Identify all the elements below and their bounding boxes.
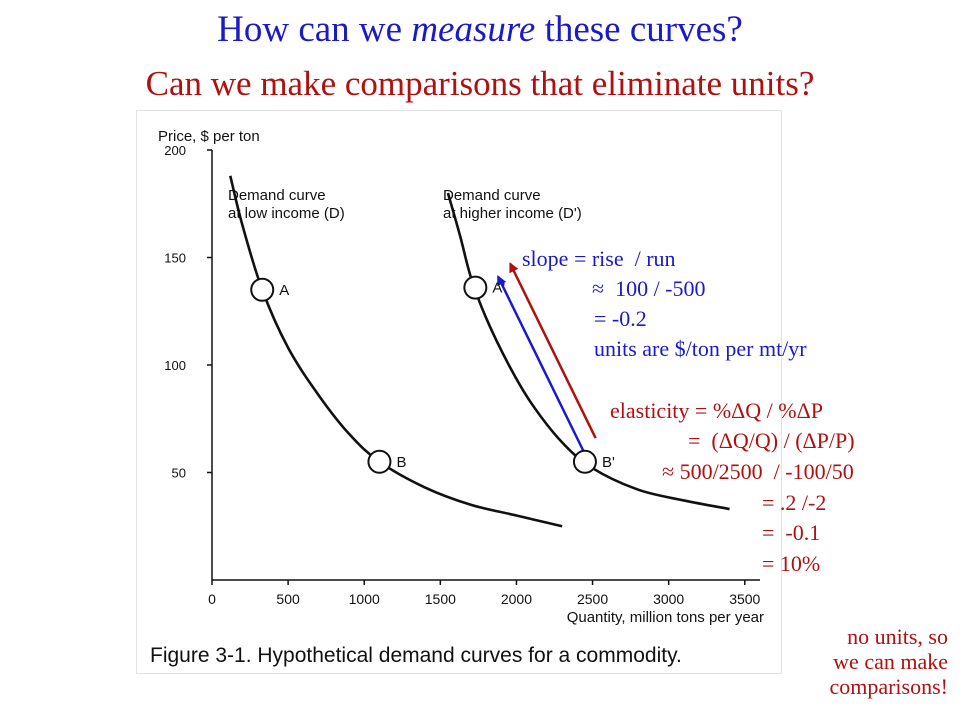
elasticity-line-6: = 10% <box>762 551 821 576</box>
curve-label: Demand curve <box>443 187 541 204</box>
slide-title: How can we measure these curves? <box>0 8 960 51</box>
curve-label: at higher income (D') <box>443 205 582 222</box>
slope-line-2: ≈ 100 / -500 <box>592 276 706 301</box>
curve-label: Demand curve <box>228 187 326 204</box>
y-tick-label: 200 <box>164 143 186 158</box>
point-a-prime <box>463 275 488 300</box>
x-tick-label: 500 <box>276 591 300 607</box>
point-label: B' <box>602 454 615 471</box>
red-arrow <box>509 262 597 439</box>
point-a <box>250 277 275 302</box>
demand-curve-higher-income <box>446 192 730 511</box>
slide-subtitle: Can we make comparisons that eliminate u… <box>145 64 815 103</box>
x-tick-label: 3500 <box>729 591 760 607</box>
conclusion-note: no units, so we can make comparisons! <box>829 624 948 699</box>
x-tick-label: 1000 <box>349 591 380 607</box>
note-line-1: no units, so <box>847 624 948 649</box>
figure-caption: Figure 3-1. Hypothetical demand curves f… <box>150 644 682 667</box>
title-lead: How can we <box>217 9 412 50</box>
slope-line-4: units are $/ton per mt/yr <box>594 336 807 361</box>
y-tick-label: 150 <box>164 251 186 266</box>
curve-label: at low income (D) <box>228 205 345 222</box>
slope-line-1: slope = rise / run <box>522 246 676 271</box>
elasticity-line-3: ≈ 500/2500 / -100/50 <box>662 459 854 484</box>
point-b <box>367 449 392 474</box>
x-tick-label: 2000 <box>501 591 532 607</box>
x-axis-label: Quantity, million tons per year <box>567 609 764 626</box>
elasticity-line-5: = -0.1 <box>762 520 821 545</box>
point-label: A <box>279 282 289 299</box>
elasticity-line-1: elasticity = %ΔQ / %ΔP <box>610 398 824 423</box>
note-line-3: comparisons! <box>829 674 948 699</box>
elasticity-line-2: = (ΔQ/Q) / (ΔP/P) <box>688 428 855 453</box>
y-axis-label: Price, $ per ton <box>158 128 260 145</box>
x-tick-label: 0 <box>208 591 216 607</box>
title-tail: these curves? <box>535 9 743 50</box>
blue-arrow <box>497 275 585 452</box>
point-label: B <box>396 454 406 471</box>
elasticity-line-4: = .2 /-2 <box>762 490 827 515</box>
y-tick-label: 100 <box>164 358 186 373</box>
title-emphasis: measure <box>411 9 536 50</box>
x-tick-label: 1500 <box>425 591 456 607</box>
point-b-prime <box>572 449 597 474</box>
y-tick-label: 50 <box>172 466 186 481</box>
note-line-2: we can make <box>833 649 948 674</box>
x-tick-label: 2500 <box>577 591 608 607</box>
x-tick-label: 3000 <box>653 591 684 607</box>
point-label: A' <box>492 280 505 297</box>
slope-line-3: = -0.2 <box>594 306 647 331</box>
demand-curve-low-income <box>229 175 563 528</box>
